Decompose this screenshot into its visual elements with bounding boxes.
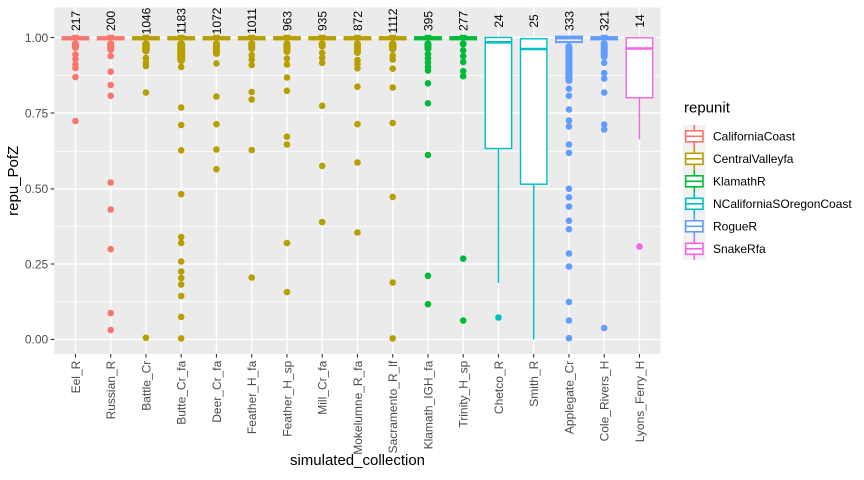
svg-text:CaliforniaCoast: CaliforniaCoast [713,130,796,144]
svg-text:Smith_R: Smith_R [527,360,541,406]
svg-text:14: 14 [633,14,647,28]
svg-text:963: 963 [280,11,294,31]
svg-text:277: 277 [457,11,471,31]
svg-text:Cole_Rivers_H: Cole_Rivers_H [598,361,612,442]
svg-text:1072: 1072 [210,7,224,34]
svg-text:872: 872 [351,11,365,31]
svg-text:simulated_collection: simulated_collection [290,452,425,469]
svg-text:1011: 1011 [245,8,259,34]
svg-text:Sacramento_R_lf: Sacramento_R_lf [386,360,400,453]
svg-text:repu_PofZ: repu_PofZ [5,146,22,216]
svg-text:Klamath_IGH_fa: Klamath_IGH_fa [421,360,435,449]
svg-text:Chetco_R: Chetco_R [492,360,506,414]
svg-text:321: 321 [598,11,612,31]
svg-text:935: 935 [316,11,330,31]
svg-text:Butte_Cr_fa: Butte_Cr_fa [175,360,189,424]
svg-text:1046: 1046 [139,7,153,34]
svg-text:25: 25 [527,14,541,28]
svg-text:0.00: 0.00 [25,333,49,347]
svg-text:Trinity_H_sp: Trinity_H_sp [457,360,471,427]
svg-text:Applegate_Cr: Applegate_Cr [562,361,576,434]
svg-text:RogueR: RogueR [713,220,757,234]
svg-text:200: 200 [104,11,118,31]
svg-text:395: 395 [421,11,435,31]
svg-text:1112: 1112 [386,8,400,33]
svg-text:1.00: 1.00 [25,31,49,45]
svg-text:SnakeRfa: SnakeRfa [713,242,766,256]
svg-text:Battle_Cr: Battle_Cr [139,361,153,411]
svg-text:24: 24 [492,14,506,28]
svg-text:Feather_H_sp: Feather_H_sp [280,360,294,436]
svg-text:CentralValleyfa: CentralValleyfa [713,152,794,166]
svg-text:Feather_H_fa: Feather_H_fa [245,360,259,434]
svg-text:0.25: 0.25 [25,257,49,271]
svg-text:Russian_R: Russian_R [104,360,118,419]
svg-text:Lyons_Ferry_H: Lyons_Ferry_H [633,361,647,443]
svg-text:NCaliforniaSOregonCoast: NCaliforniaSOregonCoast [713,197,852,211]
svg-text:217: 217 [69,11,83,31]
svg-text:1183: 1183 [175,8,189,34]
svg-text:Eel_R: Eel_R [69,360,83,393]
svg-text:Deer_Cr_fa: Deer_Cr_fa [210,360,224,422]
svg-text:repunit: repunit [684,100,731,117]
svg-text:333: 333 [562,11,576,31]
svg-text:Mill_Cr_fa: Mill_Cr_fa [316,360,330,414]
svg-text:0.50: 0.50 [25,182,49,196]
svg-text:0.75: 0.75 [25,106,49,120]
svg-text:KlamathR: KlamathR [713,175,766,189]
svg-text:Mokelumne_R_fa: Mokelumne_R_fa [351,360,365,454]
